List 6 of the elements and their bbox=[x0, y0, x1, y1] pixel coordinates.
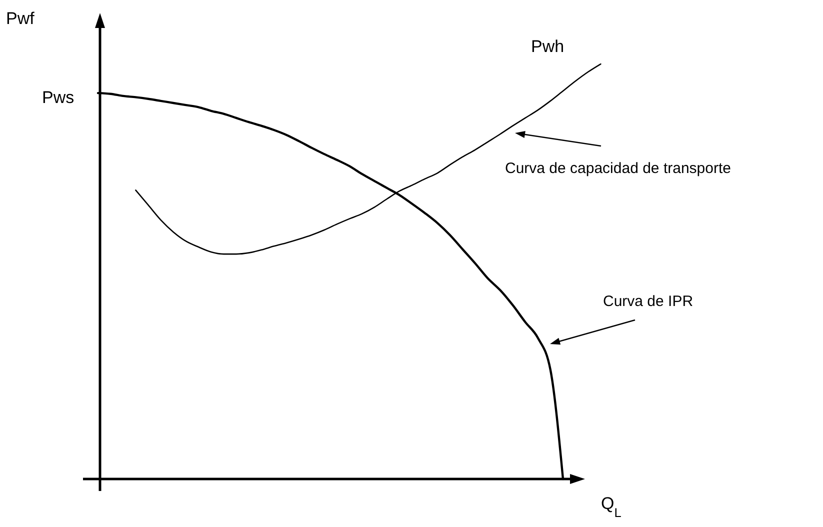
text: Curva de IPR bbox=[603, 293, 694, 310]
series-label: Curva de capacidad de transporte bbox=[505, 160, 731, 177]
y-axis-title: Pwf bbox=[6, 9, 35, 28]
text: Pws bbox=[42, 88, 74, 107]
x-axis-title: Q$_{L}$ bbox=[601, 494, 622, 520]
text: Pwh bbox=[531, 37, 564, 56]
